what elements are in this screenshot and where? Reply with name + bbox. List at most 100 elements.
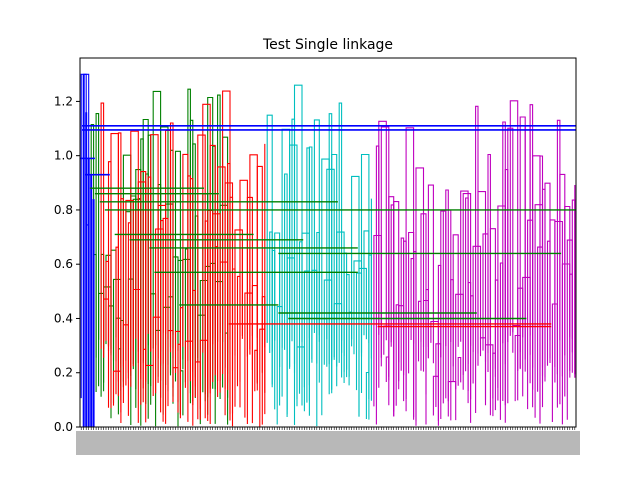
dendrogram-link [160, 126, 169, 381]
dendrogram-link [321, 158, 330, 416]
dendrogram-link [241, 247, 251, 355]
dendrogram-link [534, 204, 544, 418]
dendrogram-link [214, 281, 224, 424]
dendrogram-link [333, 303, 343, 378]
dendrogram-link [427, 184, 434, 364]
dendrogram-link [197, 314, 206, 402]
dendrogram-link [256, 165, 263, 383]
dendrogram-link [152, 316, 162, 366]
plot-area-frame [79, 57, 577, 428]
cluster-cluster_cyan [266, 84, 372, 427]
dendrogram-link [157, 204, 167, 424]
dendrogram-link [509, 100, 519, 371]
dendrogram-link [165, 203, 174, 397]
cluster-blue-stems [82, 74, 95, 427]
dendrogram-link [95, 113, 100, 392]
dendrogram-link [110, 133, 119, 409]
dendrogram-link [142, 348, 147, 423]
y-tick-label: 1.0 [54, 149, 73, 163]
x-axis [76, 427, 580, 455]
dendrogram-link [150, 134, 159, 359]
dendrogram-link [360, 153, 370, 376]
dendrogram-link [289, 144, 298, 407]
dendrogram-link [415, 167, 425, 422]
dendrogram-link [112, 370, 122, 413]
merge-lines [80, 125, 576, 328]
dendrogram-link [477, 191, 487, 406]
dendrogram-link [430, 320, 439, 378]
y-tick-label: 0.2 [54, 366, 73, 380]
dendrogram-link [162, 306, 172, 415]
dendrogram-link [353, 260, 363, 355]
dendrogram-link [202, 103, 211, 394]
dendrogram-link [380, 126, 390, 377]
dendrogram-link [393, 201, 400, 412]
dendrogram-link [383, 325, 392, 355]
dendrogram-link [125, 199, 134, 386]
dendrogram-link [358, 267, 367, 417]
dendrogram-link [122, 154, 132, 382]
dendrogram-link [145, 364, 154, 396]
dendrogram-link [316, 231, 320, 383]
y-tick-label: 0.0 [54, 420, 73, 434]
dendrogram-link [492, 352, 496, 417]
dendrogram-link [219, 204, 229, 353]
cluster-cluster_blue [80, 73, 90, 411]
dendrogram-link [132, 198, 142, 426]
dendrogram-link [120, 198, 124, 423]
cluster-cluster_green [90, 88, 229, 427]
dendrogram-link [457, 356, 462, 386]
dendrogram-link [112, 278, 122, 403]
dendrogram-link [130, 130, 139, 423]
dendrogram-link [212, 213, 221, 393]
dendrogram-link [103, 286, 112, 383]
dendrogram-link [135, 209, 144, 389]
dendrogram-link [197, 134, 206, 420]
dendrogram-link [351, 175, 360, 417]
y-tick-label: 0.8 [54, 203, 73, 217]
dendrogram-link [323, 279, 333, 394]
dendrogram-link [561, 263, 571, 378]
dendrogram-link [442, 209, 452, 421]
dendrogram-link [184, 340, 194, 426]
dendrogram-link [405, 127, 415, 412]
dendrogram-link [460, 190, 469, 404]
dendrogram-link [137, 181, 147, 382]
dendrogram-link [455, 293, 464, 390]
dendrogram-link [293, 84, 303, 425]
dendrogram-link [554, 220, 563, 425]
dendrogram-link [192, 289, 196, 402]
dendrogram-link [445, 189, 449, 417]
dendrogram-link [100, 102, 105, 358]
dendrogram-link [336, 231, 345, 383]
y-tick-label: 1.2 [54, 94, 73, 108]
dendrogram-link [452, 234, 459, 367]
dendrogram-link [301, 232, 310, 406]
dendrogram-link [155, 228, 164, 394]
dendrogram-link [132, 288, 142, 405]
dendrogram-link [224, 182, 234, 416]
dendrogram-link [462, 193, 472, 400]
dendrogram-link [234, 229, 243, 407]
dendrogram-link [286, 257, 296, 415]
dendrogram-link [522, 276, 531, 397]
dendrogram-link [378, 120, 387, 388]
y-tick-label: 0.4 [54, 311, 73, 325]
dendrogram-link [318, 318, 328, 340]
dendrogram-link [532, 155, 541, 421]
dendrogram-link [447, 381, 457, 421]
dendrogram-link [249, 154, 258, 384]
dendrogram-link [140, 171, 147, 380]
dendrogram-link [199, 339, 209, 421]
dendrogram-link [338, 102, 343, 363]
x-tick-labels-band [76, 431, 580, 455]
dendrogram-link [497, 205, 506, 401]
cluster-cluster_magenta [373, 100, 576, 426]
dendrogram-link [217, 166, 226, 389]
dendrogram-link [279, 252, 288, 410]
y-axis: 0.0 0.2 0.4 0.6 0.8 1.0 1.2 [54, 94, 80, 434]
dendrogram-link [512, 325, 521, 353]
dendrogram-link [308, 146, 313, 416]
